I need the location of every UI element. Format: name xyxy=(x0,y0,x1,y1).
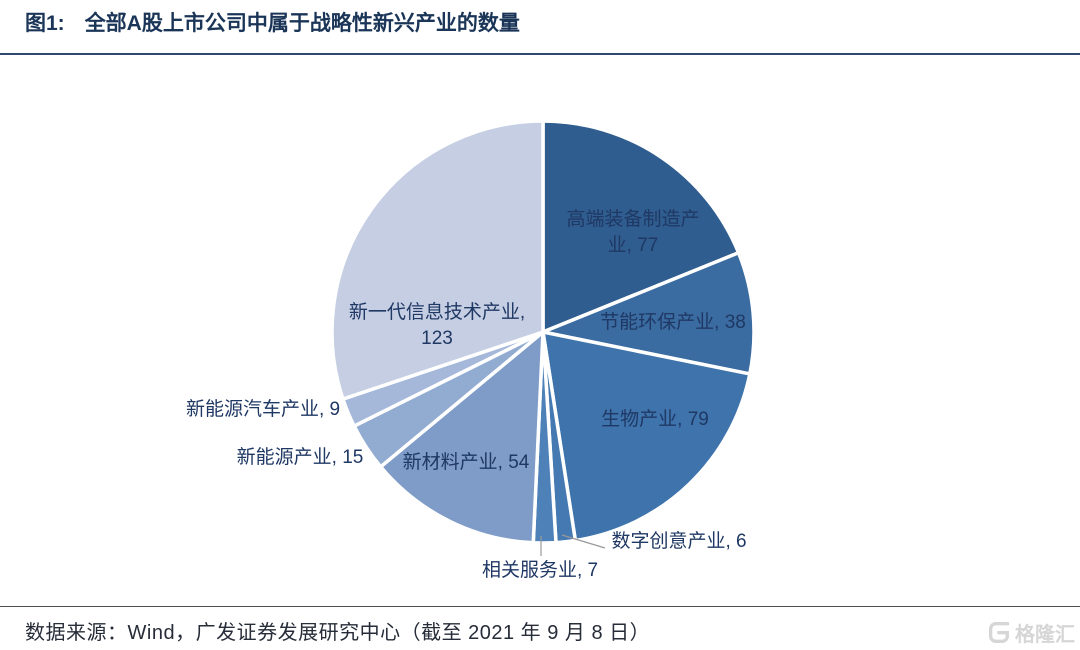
pie-svg xyxy=(330,119,756,556)
chart-footer: 数据来源：Wind，广发证券发展研究中心（截至 2021 年 9 月 8 日） … xyxy=(0,606,1080,650)
chart-header: 图1: 全部A股上市公司中属于战略性新兴产业的数量 xyxy=(0,0,1080,55)
pie-slice-9 xyxy=(330,119,545,401)
gelonghui-logo-text: 格隆汇 xyxy=(1015,624,1075,646)
page-title: 全部A股上市公司中属于战略性新兴产业的数量 xyxy=(84,12,520,35)
gelonghui-icon xyxy=(988,621,1009,644)
figure-label: 图1: xyxy=(25,12,65,35)
pie-slice-1 xyxy=(541,119,741,334)
source-text: 数据来源：Wind，广发证券发展研究中心（截至 2021 年 9 月 8 日） xyxy=(25,622,651,644)
pie-slice-2 xyxy=(541,251,756,376)
gelonghui-logo: 格隆汇 xyxy=(987,618,1075,647)
pie-slice-3 xyxy=(541,330,752,543)
leader-line-digital-creative xyxy=(561,534,606,549)
pie-slice-6 xyxy=(378,330,545,545)
